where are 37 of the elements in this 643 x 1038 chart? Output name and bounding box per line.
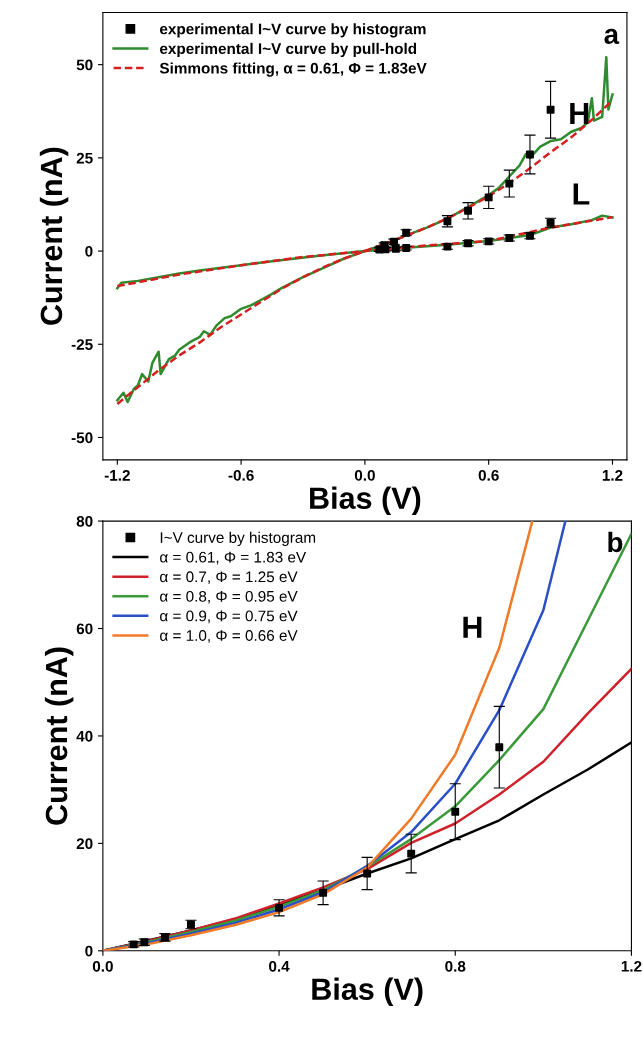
legend-label: α = 0.8, Φ = 0.95 eV: [160, 590, 298, 604]
x-tick-label: -1.2: [104, 469, 130, 481]
y-tick-label: -50: [71, 432, 93, 444]
x-tick-label: 0.6: [478, 469, 499, 481]
y-tick-label: 25: [76, 152, 93, 164]
legend-label: experimental I~V curve by histogram: [160, 23, 426, 38]
x-tick-label: 0.4: [269, 960, 290, 972]
annotation: b: [608, 531, 623, 553]
legend-label: I~V curve by histogram: [160, 531, 316, 547]
legend-label: α = 0.9, Φ = 0.75 eV: [160, 610, 298, 624]
x-tick-label: 0.0: [354, 469, 375, 481]
annotation: H: [570, 103, 589, 125]
y-tick-label: 60: [76, 623, 93, 635]
x-tick-label: 1.2: [602, 469, 623, 481]
y-tick-label: 20: [76, 838, 93, 850]
x-tick-label: 0.8: [445, 960, 466, 972]
x-axis-title: Bias (V): [310, 486, 421, 516]
x-tick-label: 0.0: [92, 960, 113, 972]
annotation: H: [463, 616, 482, 638]
x-tick-label: 1.2: [621, 960, 642, 972]
legend-label: α = 1.0, Φ = 0.66 eV: [160, 630, 298, 643]
x-axis-title: Bias (V): [312, 977, 423, 1007]
legend-label: α = 0.7, Φ = 1.25 eV: [160, 571, 298, 584]
legend-label: α = 0.61, Φ = 1.83 eV: [160, 551, 307, 565]
annotation: L: [573, 183, 590, 205]
y-tick-label: 40: [76, 730, 93, 742]
y-tick-label: 50: [76, 59, 93, 71]
legend-label: Simmons fitting, α = 0.61, Φ = 1.83eV: [159, 62, 427, 77]
annotation: a: [604, 28, 620, 45]
legend-label: experimental I~V curve by pull-hold: [160, 42, 417, 58]
x-tick-label: -0.6: [228, 469, 254, 481]
y-tick-label: -25: [71, 339, 93, 350]
y-axis-title: Current (nA): [39, 147, 69, 325]
y-tick-label: 80: [76, 515, 93, 527]
y-tick-label: 0: [85, 245, 93, 257]
y-axis-title: Current (nA): [44, 647, 74, 825]
y-tick-label: 0: [85, 945, 93, 957]
